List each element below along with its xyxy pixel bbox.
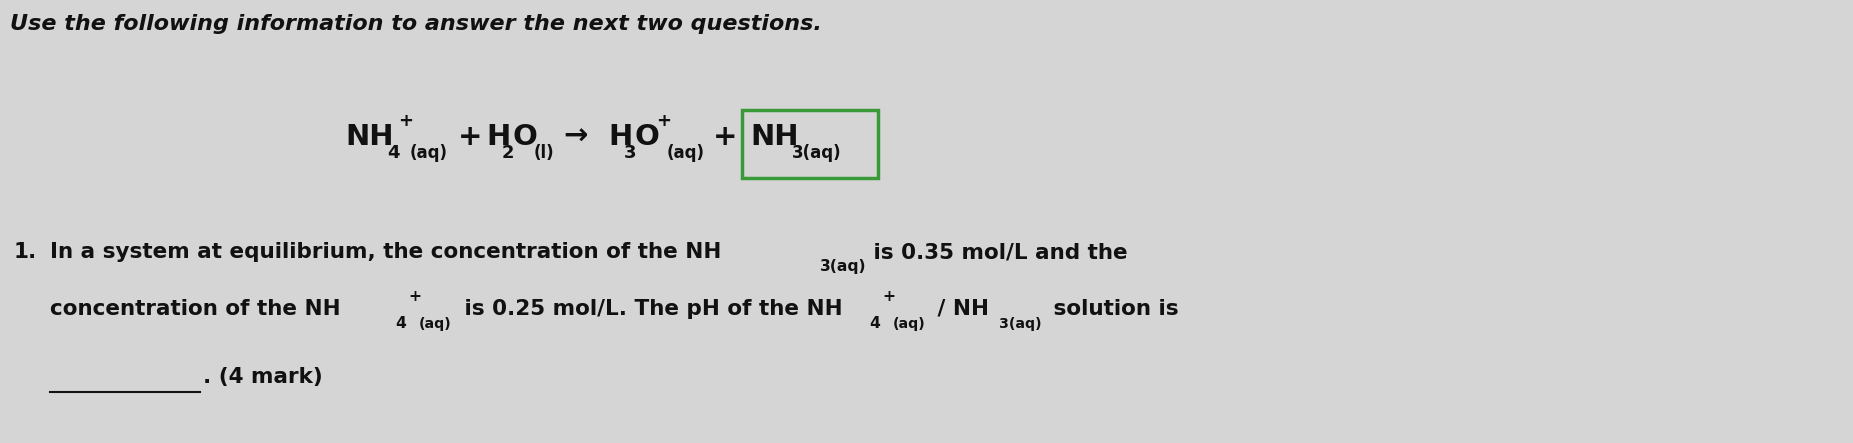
Text: Use the following information to answer the next two questions.: Use the following information to answer …: [9, 14, 823, 34]
Text: 4: 4: [869, 316, 880, 331]
Text: NH: NH: [345, 123, 393, 151]
Text: O: O: [636, 123, 660, 151]
Text: 4: 4: [395, 316, 406, 331]
Text: In a system at equilibrium, the concentration of the NH: In a system at equilibrium, the concentr…: [50, 242, 721, 262]
Text: / NH: / NH: [930, 299, 990, 319]
Text: 3(aq): 3(aq): [791, 144, 841, 162]
Text: H: H: [608, 123, 632, 151]
Text: (aq): (aq): [893, 317, 926, 331]
Text: . (4 mark): . (4 mark): [204, 367, 322, 387]
Bar: [741, 110, 878, 178]
Text: +: +: [458, 123, 482, 151]
Text: +: +: [882, 289, 895, 304]
Text: 1.: 1.: [15, 242, 37, 262]
Text: +: +: [398, 112, 413, 130]
Text: (aq): (aq): [667, 144, 704, 162]
Text: +: +: [713, 123, 737, 151]
Text: (aq): (aq): [410, 144, 448, 162]
Text: 3(aq): 3(aq): [999, 317, 1041, 331]
Text: 3: 3: [624, 144, 636, 162]
Text: O: O: [513, 123, 537, 151]
Text: is 0.25 mol/L. The pH of the NH: is 0.25 mol/L. The pH of the NH: [458, 299, 843, 319]
Text: →: →: [563, 123, 587, 151]
Text: +: +: [656, 112, 671, 130]
Text: is 0.35 mol/L and the: is 0.35 mol/L and the: [865, 242, 1128, 262]
Text: 2: 2: [502, 144, 515, 162]
Text: solution is: solution is: [1045, 299, 1179, 319]
Text: 4: 4: [387, 144, 400, 162]
Text: H: H: [485, 123, 510, 151]
Text: (aq): (aq): [419, 317, 452, 331]
Text: concentration of the NH: concentration of the NH: [50, 299, 341, 319]
Text: +: +: [408, 289, 421, 304]
Text: (l): (l): [534, 144, 554, 162]
Text: 3(aq): 3(aq): [821, 259, 867, 274]
Text: NH: NH: [750, 123, 799, 151]
